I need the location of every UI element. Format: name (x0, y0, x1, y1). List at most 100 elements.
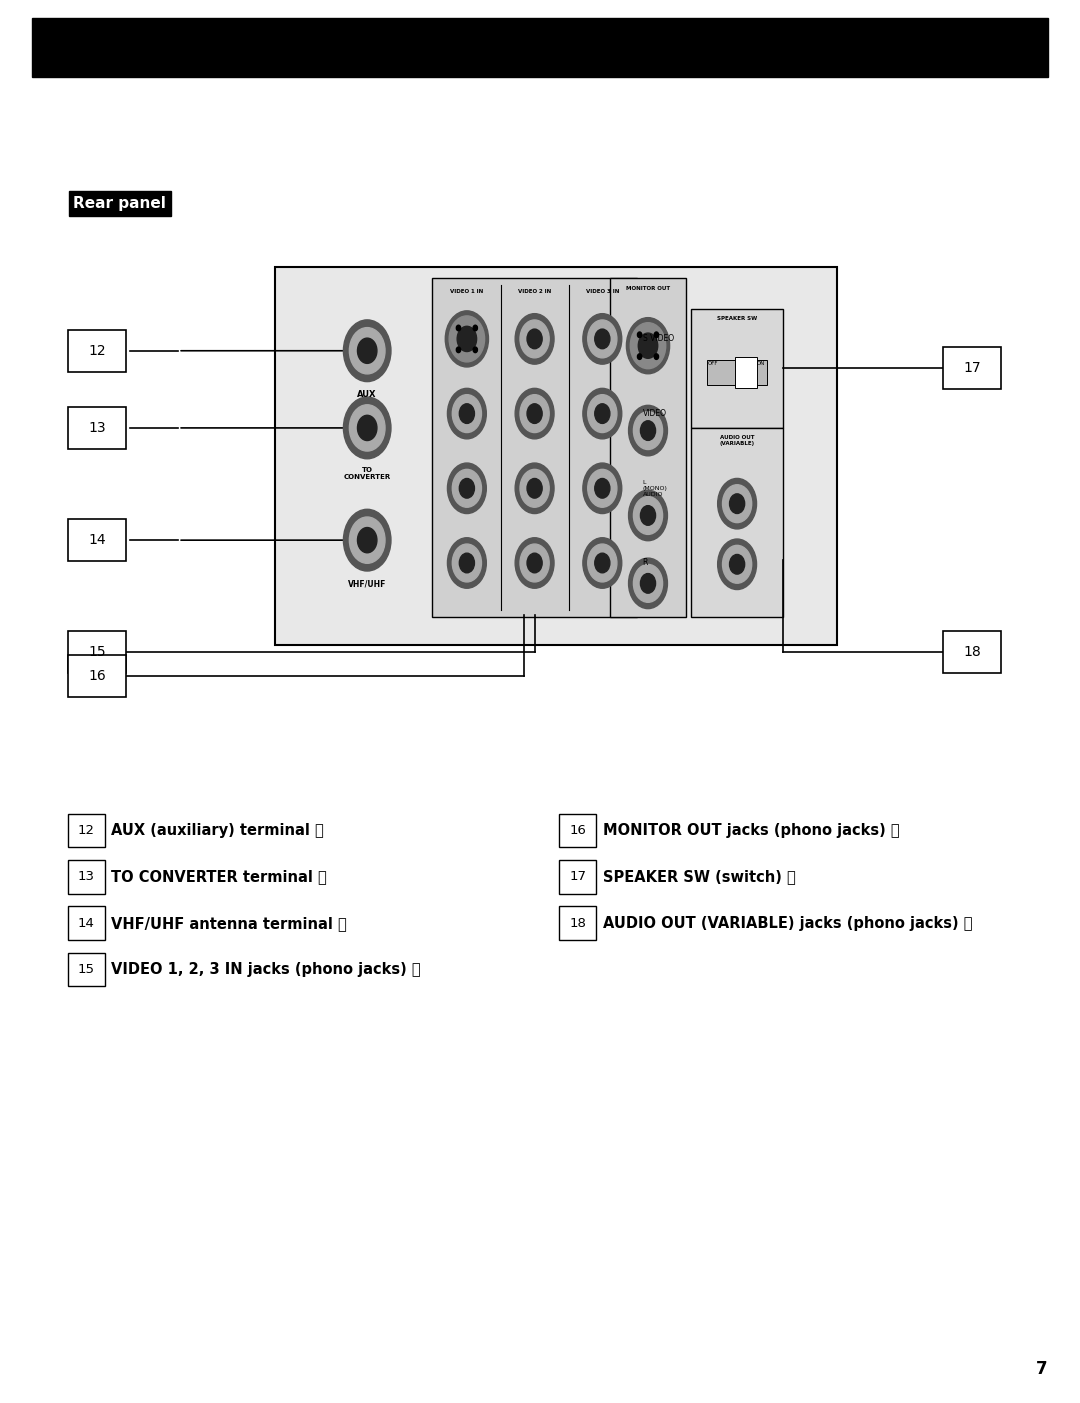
Circle shape (515, 537, 554, 588)
Text: TO CONVERTER terminal ⓩ: TO CONVERTER terminal ⓩ (111, 870, 327, 884)
Circle shape (631, 323, 665, 369)
Circle shape (457, 347, 461, 352)
Circle shape (583, 537, 622, 588)
Circle shape (343, 320, 391, 382)
Circle shape (357, 415, 377, 441)
Circle shape (637, 333, 642, 338)
Circle shape (343, 397, 391, 459)
Circle shape (521, 544, 550, 582)
Circle shape (343, 509, 391, 571)
Circle shape (457, 325, 461, 331)
Circle shape (588, 320, 617, 358)
Text: VIDEO 3 IN: VIDEO 3 IN (585, 289, 619, 295)
Text: 15: 15 (89, 645, 106, 659)
Text: Rear panel: Rear panel (73, 196, 166, 210)
Circle shape (595, 404, 610, 424)
FancyBboxPatch shape (68, 860, 105, 894)
Circle shape (459, 553, 474, 572)
FancyBboxPatch shape (68, 519, 126, 561)
Text: 12: 12 (78, 824, 95, 838)
Circle shape (626, 317, 670, 373)
FancyBboxPatch shape (943, 631, 1001, 673)
Circle shape (453, 544, 482, 582)
Circle shape (527, 478, 542, 498)
Circle shape (629, 558, 667, 609)
Text: 18: 18 (569, 916, 586, 930)
Bar (734, 358, 756, 389)
Circle shape (717, 539, 756, 589)
Circle shape (723, 485, 752, 523)
Text: MONITOR OUT: MONITOR OUT (626, 286, 670, 292)
Bar (432, 278, 637, 617)
Text: 17: 17 (963, 362, 981, 375)
Text: 16: 16 (89, 669, 106, 683)
Text: AUX: AUX (357, 390, 377, 398)
Circle shape (730, 554, 745, 574)
Circle shape (588, 544, 617, 582)
Text: 15: 15 (78, 962, 95, 976)
FancyBboxPatch shape (68, 330, 126, 372)
Circle shape (730, 494, 745, 513)
Text: L
(MONO)
AUDIO: L (MONO) AUDIO (643, 480, 667, 497)
Circle shape (521, 320, 550, 358)
FancyBboxPatch shape (559, 860, 596, 894)
Circle shape (447, 389, 486, 439)
Circle shape (459, 404, 474, 424)
Circle shape (634, 564, 663, 602)
Circle shape (723, 546, 752, 584)
Circle shape (654, 333, 659, 338)
Circle shape (629, 405, 667, 456)
Text: 13: 13 (78, 870, 95, 884)
Circle shape (515, 314, 554, 365)
Circle shape (588, 470, 617, 508)
Circle shape (634, 411, 663, 449)
Bar (707, 361, 767, 386)
Circle shape (350, 404, 386, 452)
Bar (610, 278, 686, 617)
Circle shape (473, 325, 477, 331)
Circle shape (350, 518, 386, 564)
Circle shape (515, 389, 554, 439)
Circle shape (640, 574, 656, 593)
Text: 13: 13 (89, 421, 106, 435)
Circle shape (595, 478, 610, 498)
FancyBboxPatch shape (68, 953, 105, 986)
Text: 16: 16 (569, 824, 586, 838)
Text: TO
CONVERTER: TO CONVERTER (343, 467, 391, 480)
Circle shape (445, 311, 488, 368)
Text: AUDIO OUT (VARIABLE) jacks (phono jacks) ⓮: AUDIO OUT (VARIABLE) jacks (phono jacks)… (603, 916, 972, 930)
Circle shape (473, 347, 477, 352)
Circle shape (527, 404, 542, 424)
Circle shape (350, 328, 386, 375)
FancyBboxPatch shape (68, 906, 105, 940)
Circle shape (449, 316, 485, 362)
Circle shape (521, 394, 550, 432)
Text: MONITOR OUT jacks (phono jacks) ⓬: MONITOR OUT jacks (phono jacks) ⓬ (603, 824, 900, 838)
Text: R: R (643, 558, 648, 567)
Circle shape (634, 497, 663, 535)
FancyBboxPatch shape (559, 814, 596, 847)
Bar (691, 309, 783, 428)
Text: VIDEO 1, 2, 3 IN jacks (phono jacks) ⓫: VIDEO 1, 2, 3 IN jacks (phono jacks) ⓫ (111, 962, 421, 976)
Text: VIDEO: VIDEO (643, 410, 666, 418)
Bar (275, 267, 837, 645)
Text: OFF: OFF (708, 361, 718, 366)
Circle shape (527, 553, 542, 572)
Circle shape (447, 537, 486, 588)
Text: VIDEO 1 IN: VIDEO 1 IN (450, 289, 484, 295)
Circle shape (583, 463, 622, 513)
Bar (691, 428, 783, 617)
Circle shape (654, 354, 659, 359)
Text: VIDEO 2 IN: VIDEO 2 IN (518, 289, 551, 295)
Text: 7: 7 (1036, 1360, 1048, 1378)
Text: 12: 12 (89, 344, 106, 358)
Circle shape (583, 314, 622, 365)
Circle shape (457, 327, 476, 352)
Text: VHF/UHF antenna terminal ⓪: VHF/UHF antenna terminal ⓪ (111, 916, 347, 930)
Circle shape (595, 553, 610, 572)
Circle shape (583, 389, 622, 439)
Text: ON: ON (757, 361, 765, 366)
Circle shape (638, 333, 658, 358)
Text: 14: 14 (89, 533, 106, 547)
FancyBboxPatch shape (68, 407, 126, 449)
